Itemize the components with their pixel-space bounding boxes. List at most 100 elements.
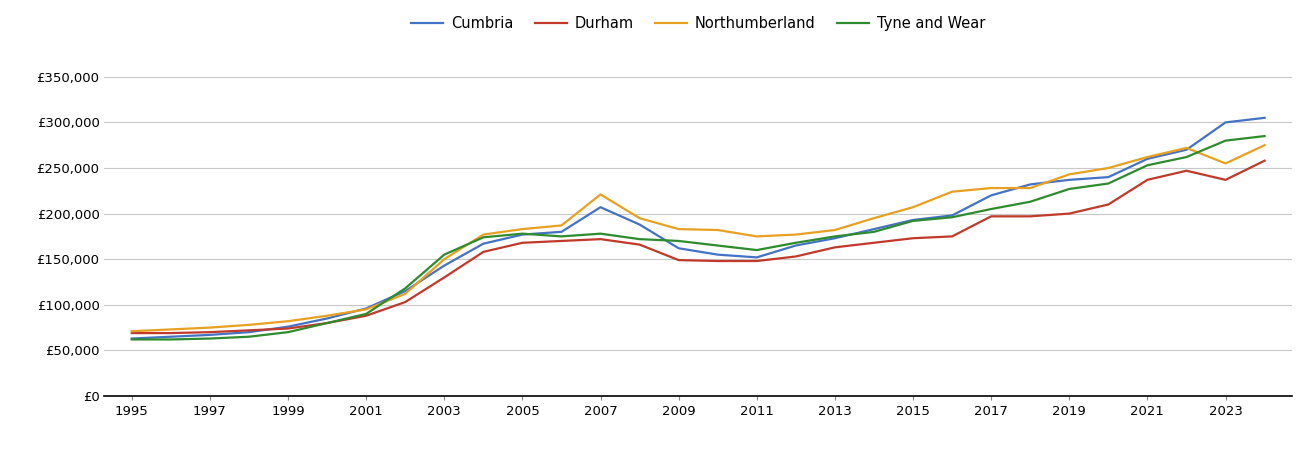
Cumbria <box>475 241 491 247</box>
Tyne and Wear <box>1100 181 1116 186</box>
Cumbria <box>1257 115 1272 121</box>
Northumberland <box>749 234 765 239</box>
Northumberland <box>1022 185 1037 191</box>
Durham <box>749 258 765 264</box>
Northumberland <box>397 291 412 297</box>
Tyne and Wear <box>553 234 569 239</box>
Tyne and Wear <box>1139 162 1155 168</box>
Northumberland <box>1061 172 1077 177</box>
Cumbria <box>671 246 686 251</box>
Northumberland <box>320 313 335 319</box>
Line: Durham: Durham <box>132 161 1265 333</box>
Tyne and Wear <box>397 286 412 291</box>
Durham <box>397 299 412 305</box>
Durham <box>514 240 530 246</box>
Line: Tyne and Wear: Tyne and Wear <box>132 136 1265 339</box>
Northumberland <box>163 327 179 332</box>
Tyne and Wear <box>867 229 882 234</box>
Northumberland <box>710 227 726 233</box>
Northumberland <box>514 226 530 232</box>
Tyne and Wear <box>320 320 335 326</box>
Cumbria <box>1178 147 1194 153</box>
Line: Cumbria: Cumbria <box>132 118 1265 338</box>
Tyne and Wear <box>710 243 726 248</box>
Tyne and Wear <box>475 234 491 240</box>
Durham <box>788 254 804 259</box>
Durham <box>1139 177 1155 183</box>
Durham <box>592 236 608 242</box>
Cumbria <box>553 229 569 234</box>
Cumbria <box>202 332 218 338</box>
Tyne and Wear <box>514 231 530 236</box>
Tyne and Wear <box>827 234 843 239</box>
Tyne and Wear <box>436 252 452 257</box>
Northumberland <box>945 189 960 194</box>
Northumberland <box>553 223 569 228</box>
Cumbria <box>1100 175 1116 180</box>
Northumberland <box>788 232 804 237</box>
Durham <box>163 330 179 336</box>
Tyne and Wear <box>1218 138 1233 144</box>
Durham <box>984 214 1000 219</box>
Cumbria <box>1218 120 1233 125</box>
Cumbria <box>984 193 1000 198</box>
Durham <box>202 329 218 335</box>
Cumbria <box>945 213 960 218</box>
Tyne and Wear <box>788 240 804 246</box>
Cumbria <box>124 336 140 341</box>
Northumberland <box>906 204 921 210</box>
Northumberland <box>592 192 608 197</box>
Tyne and Wear <box>163 337 179 342</box>
Cumbria <box>281 324 296 329</box>
Tyne and Wear <box>984 207 1000 212</box>
Tyne and Wear <box>592 231 608 236</box>
Northumberland <box>1218 161 1233 166</box>
Northumberland <box>124 328 140 334</box>
Northumberland <box>1178 145 1194 151</box>
Cumbria <box>867 226 882 232</box>
Cumbria <box>241 329 257 335</box>
Cumbria <box>710 252 726 257</box>
Cumbria <box>163 334 179 339</box>
Durham <box>475 249 491 255</box>
Line: Northumberland: Northumberland <box>132 145 1265 331</box>
Northumberland <box>202 325 218 330</box>
Durham <box>1022 214 1037 219</box>
Cumbria <box>788 243 804 248</box>
Northumberland <box>475 232 491 237</box>
Tyne and Wear <box>202 336 218 341</box>
Cumbria <box>1061 177 1077 183</box>
Northumberland <box>281 319 296 324</box>
Cumbria <box>514 232 530 237</box>
Tyne and Wear <box>1061 186 1077 192</box>
Cumbria <box>906 217 921 223</box>
Cumbria <box>359 306 375 311</box>
Tyne and Wear <box>1257 133 1272 139</box>
Tyne and Wear <box>281 329 296 335</box>
Durham <box>1100 202 1116 207</box>
Tyne and Wear <box>241 334 257 339</box>
Durham <box>1178 168 1194 173</box>
Northumberland <box>241 322 257 328</box>
Durham <box>320 320 335 326</box>
Tyne and Wear <box>359 311 375 317</box>
Northumberland <box>1257 143 1272 148</box>
Tyne and Wear <box>671 238 686 243</box>
Durham <box>436 275 452 280</box>
Legend: Cumbria, Durham, Northumberland, Tyne and Wear: Cumbria, Durham, Northumberland, Tyne an… <box>406 10 990 36</box>
Durham <box>671 257 686 263</box>
Durham <box>867 240 882 246</box>
Durham <box>710 258 726 264</box>
Durham <box>632 242 647 248</box>
Cumbria <box>320 316 335 321</box>
Northumberland <box>359 306 375 312</box>
Cumbria <box>436 263 452 268</box>
Tyne and Wear <box>1022 199 1037 204</box>
Northumberland <box>1139 154 1155 160</box>
Northumberland <box>984 185 1000 191</box>
Tyne and Wear <box>906 218 921 224</box>
Durham <box>553 238 569 243</box>
Durham <box>359 313 375 319</box>
Durham <box>827 245 843 250</box>
Durham <box>945 234 960 239</box>
